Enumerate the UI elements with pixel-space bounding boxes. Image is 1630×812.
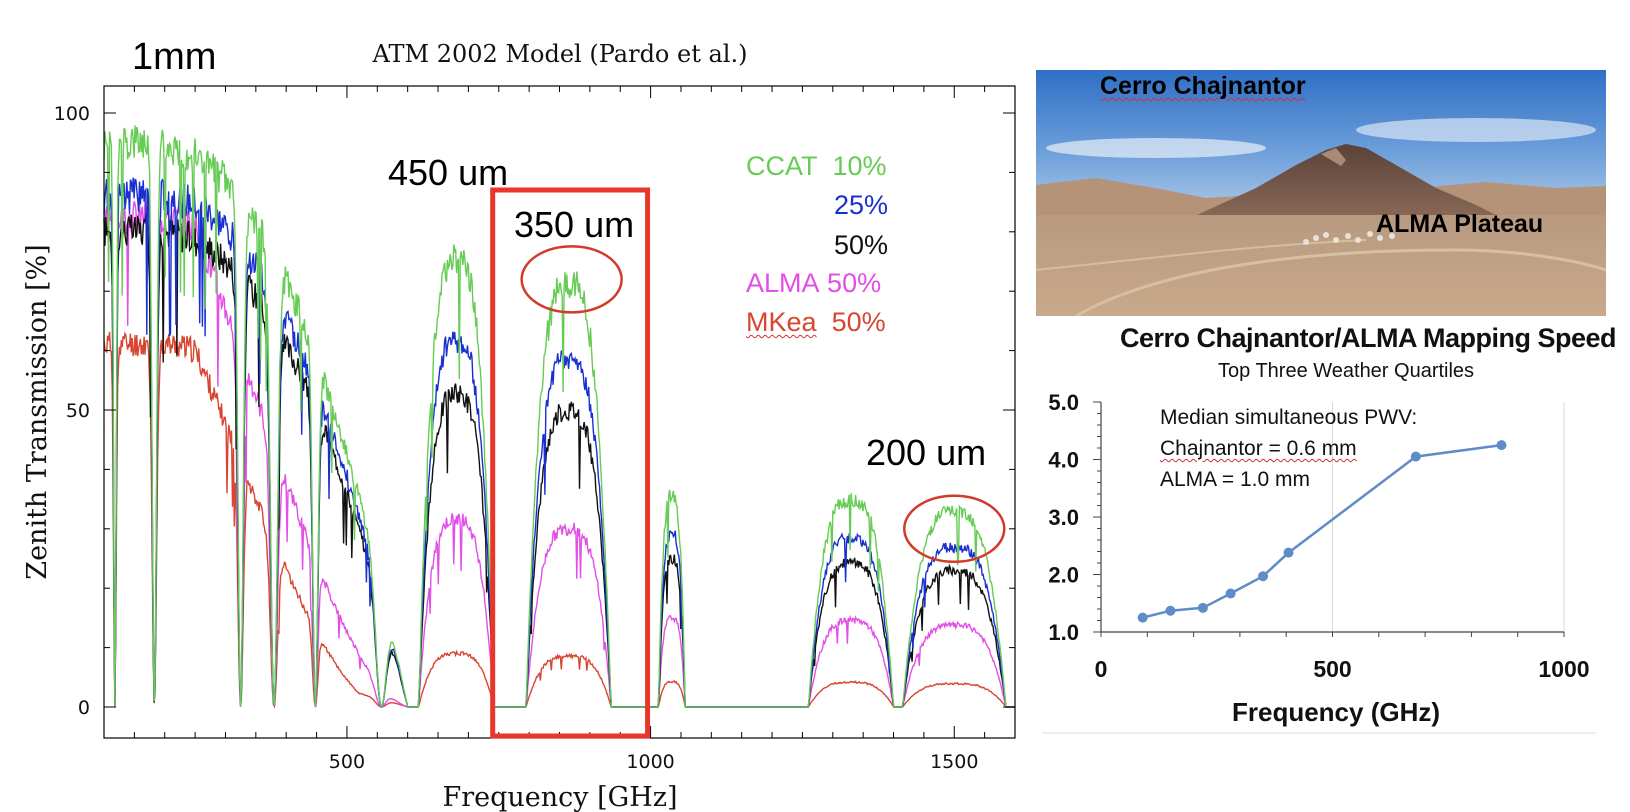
label-450um: 450 um	[388, 152, 509, 193]
speed-xlabel: Frequency (GHz)	[1232, 697, 1440, 727]
series-line-ccat-10-	[103, 125, 1015, 708]
legend-pct: 50%	[827, 268, 882, 298]
legend-mkea-50: MKea 50%	[746, 307, 886, 338]
road	[1075, 248, 1606, 316]
speed-point	[1258, 571, 1269, 582]
legend-pct: 50%	[831, 307, 886, 337]
cloud	[1356, 118, 1596, 142]
speed-grid	[1093, 401, 1565, 637]
road	[1036, 239, 1367, 271]
x-tick-label: 1500	[930, 751, 978, 773]
speed-points	[1137, 440, 1507, 623]
circle-200um	[903, 494, 1006, 564]
mapping-speed-chart: 1.0 2.0 3.0 4.0 5.0 0 500 1000 Frequency (GHz)	[1042, 390, 1596, 734]
snow-streaks	[1321, 148, 1346, 166]
ground	[1036, 215, 1606, 316]
cloud	[1046, 138, 1266, 158]
atm-series-group	[103, 125, 1015, 709]
y-tick-label: 50	[66, 400, 90, 422]
speed-point	[1283, 547, 1294, 558]
cerro-chajnantor-photo: Cerro Chajnantor ALMA Plateau	[1036, 70, 1606, 316]
label-350um: 350 um	[514, 204, 635, 245]
x-tick-label: 500	[329, 751, 365, 773]
legend-50: 50%	[834, 230, 889, 260]
series-line-ccat-50-	[103, 212, 1015, 708]
series-line-ccat-25-	[103, 177, 1015, 708]
atm-transmission-chart: 500 1000 1500 0 50 100 ATM 2002 Model (Pardo …	[22, 40, 1016, 812]
series-line-mkea-50-	[103, 331, 1015, 709]
speed-point	[1197, 602, 1208, 613]
antenna-array	[1303, 231, 1395, 245]
circle-350um	[520, 245, 623, 314]
label-1mm: 1mm	[132, 36, 217, 78]
legend-ccat-10: CCAT 10%	[746, 151, 887, 182]
mountain	[1186, 144, 1506, 220]
y-tick-label: 0	[78, 697, 90, 719]
x-tick-label: 1000	[626, 751, 674, 773]
label-200um: 200 um	[866, 432, 987, 473]
speed-point	[1137, 612, 1148, 623]
speed-point	[1410, 451, 1421, 462]
speed-x-tick-label: 500	[1313, 656, 1351, 682]
speed-subtitle: Top Three Weather Quartiles	[1218, 360, 1475, 382]
atm-title: ATM 2002 Model (Pardo et al.)	[372, 40, 748, 68]
atm-xlabel: Frequency [GHz]	[442, 782, 677, 812]
speed-x-tick-label: 0	[1095, 656, 1108, 682]
legend-alma-50: ALMA 50%	[746, 268, 881, 299]
legend-pct: 10%	[832, 151, 887, 181]
y-tick-label: 100	[54, 103, 90, 125]
legend-name: ALMA	[746, 268, 820, 298]
speed-ticks: 1.0 2.0 3.0 4.0 5.0 0 500 1000	[1048, 390, 1589, 682]
photo-label-cerro: Cerro Chajnantor	[1100, 72, 1306, 100]
speed-y-tick-label: 4.0	[1048, 448, 1079, 473]
highlight-box-350um	[490, 187, 651, 739]
legend-name: CCAT	[746, 151, 818, 181]
speed-y-tick-label: 2.0	[1048, 563, 1079, 588]
speed-point	[1165, 605, 1176, 616]
photo-label-plateau: ALMA Plateau	[1376, 210, 1544, 238]
series-line-alma-50-	[103, 200, 1015, 708]
legend-25: 25%	[834, 190, 889, 220]
speed-note-line3: ALMA = 1.0 mm	[1160, 468, 1310, 491]
atm-ylabel: Zenith Transmission [%]	[22, 244, 53, 579]
speed-x-tick-label: 1000	[1538, 656, 1589, 682]
atm-ticks: 500 1000 1500 0 50 100	[54, 86, 1016, 773]
speed-note-line1: Median simultaneous PWV:	[1160, 406, 1418, 429]
speed-series-line	[1142, 443, 1502, 619]
speed-note: Median simultaneous PWV: Chajnantor = 0.…	[1160, 402, 1417, 495]
speed-y-tick-label: 5.0	[1048, 390, 1079, 415]
speed-note-line2: Chajnantor = 0.6 mm	[1160, 437, 1357, 460]
speed-y-tick-label: 3.0	[1048, 505, 1079, 530]
legend-name: MKea	[746, 307, 817, 337]
speed-y-tick-label: 1.0	[1048, 620, 1079, 645]
speed-point	[1496, 440, 1507, 451]
speed-title: Cerro Chajnantor/ALMA Mapping Speed	[1120, 323, 1617, 353]
speed-point	[1225, 588, 1236, 599]
